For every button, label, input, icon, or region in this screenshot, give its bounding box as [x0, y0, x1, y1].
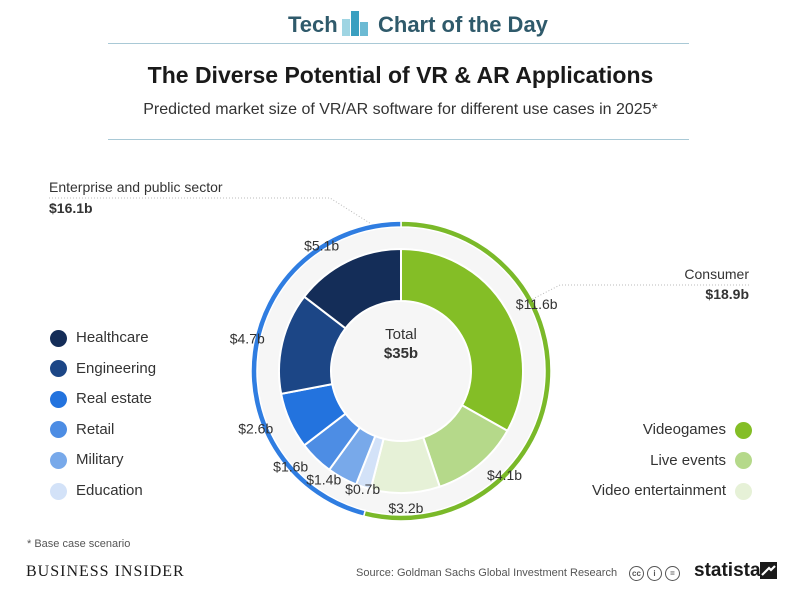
- legend-label: Real estate: [76, 390, 152, 408]
- publisher-logo: BUSINESS INSIDER: [26, 563, 185, 580]
- legend-swatch: [50, 482, 67, 500]
- legend-item-engineering: Engineering: [50, 359, 156, 379]
- title-top-rule: [108, 43, 689, 44]
- legend-label: Live events: [650, 451, 726, 469]
- legend-swatch: [50, 390, 67, 408]
- attribution-icon: i: [647, 566, 662, 581]
- slice-label-live-events: $4.1b: [487, 467, 522, 483]
- group-value-enterprise-and-public-sector: $16.1b: [49, 200, 93, 216]
- title-bottom-rule: [108, 139, 689, 140]
- slice-label-healthcare: $5.1b: [304, 237, 339, 253]
- leader-enterprise-and-public-sector: [49, 197, 372, 225]
- legend-swatch: [735, 482, 752, 500]
- leader-consumer: [532, 284, 749, 300]
- no-derivatives-icon: =: [665, 566, 680, 581]
- slice-healthcare: [302, 247, 402, 330]
- slice-label-real-estate: $2.6b: [238, 420, 273, 436]
- slice-label-engineering: $4.7b: [230, 331, 265, 347]
- legend-label: Military: [76, 451, 124, 469]
- legend-item-live-events: Live events: [650, 451, 752, 471]
- total-label: Total: [385, 326, 417, 343]
- source-note: Source: Goldman Sachs Global Investment …: [356, 567, 618, 579]
- legend-label: Healthcare: [76, 329, 149, 346]
- chart-subtitle: Predicted market size of VR/AR software …: [143, 101, 658, 118]
- slice-label-education: $0.7b: [345, 481, 380, 497]
- legend-label: Engineering: [76, 359, 157, 377]
- slice-label-retail: $1.6b: [273, 458, 308, 474]
- legend-swatch: [50, 421, 67, 439]
- legend-swatch: [735, 452, 752, 470]
- slice-label-videogames: $11.6b: [516, 296, 558, 312]
- total-value: $35b: [384, 345, 418, 362]
- legend-item-retail: Retail: [50, 420, 114, 440]
- footnote: * Base case scenario: [27, 538, 131, 550]
- statista-flag-icon: [760, 562, 777, 579]
- chart-bars-icon: [342, 11, 368, 36]
- creative-commons-icon: cc: [629, 566, 644, 581]
- legend-item-education: Education: [50, 481, 143, 501]
- legend-swatch: [50, 451, 67, 469]
- legend-label: Videogames: [642, 421, 726, 438]
- group-name-enterprise-and-public-sector: Enterprise and public sector: [49, 179, 223, 195]
- header-tech: Tech: [288, 12, 338, 37]
- legend-item-video-entertainment: Video entertainment: [592, 481, 752, 501]
- legend-label: Video entertainment: [592, 482, 726, 499]
- slice-videogames: [400, 247, 524, 433]
- slice-label-military: $1.4b: [306, 472, 341, 488]
- group-value-consumer: $18.9b: [705, 286, 749, 302]
- legend-item-healthcare: Healthcare: [50, 328, 149, 348]
- legend-label: Education: [76, 482, 143, 499]
- legend-swatch: [50, 360, 67, 378]
- header-series: Chart of the Day: [378, 12, 548, 37]
- slice-label-video-entertainment: $3.2b: [388, 500, 423, 516]
- legend-swatch: [735, 421, 752, 439]
- legend-item-real-estate: Real estate: [50, 389, 152, 409]
- legend-swatch: [50, 329, 67, 347]
- license-icons: cc i =: [629, 563, 683, 581]
- statista-logo: statista: [694, 560, 761, 581]
- legend-item-military: Military: [50, 450, 124, 470]
- legend-label: Retail: [76, 420, 115, 438]
- legend-item-videogames: Videogames: [643, 420, 752, 440]
- group-name-consumer: Consumer: [684, 266, 749, 282]
- group-ring-enterprise-and-public-sector: [250, 220, 402, 518]
- chart-title: The Diverse Potential of VR & AR Applica…: [147, 62, 654, 88]
